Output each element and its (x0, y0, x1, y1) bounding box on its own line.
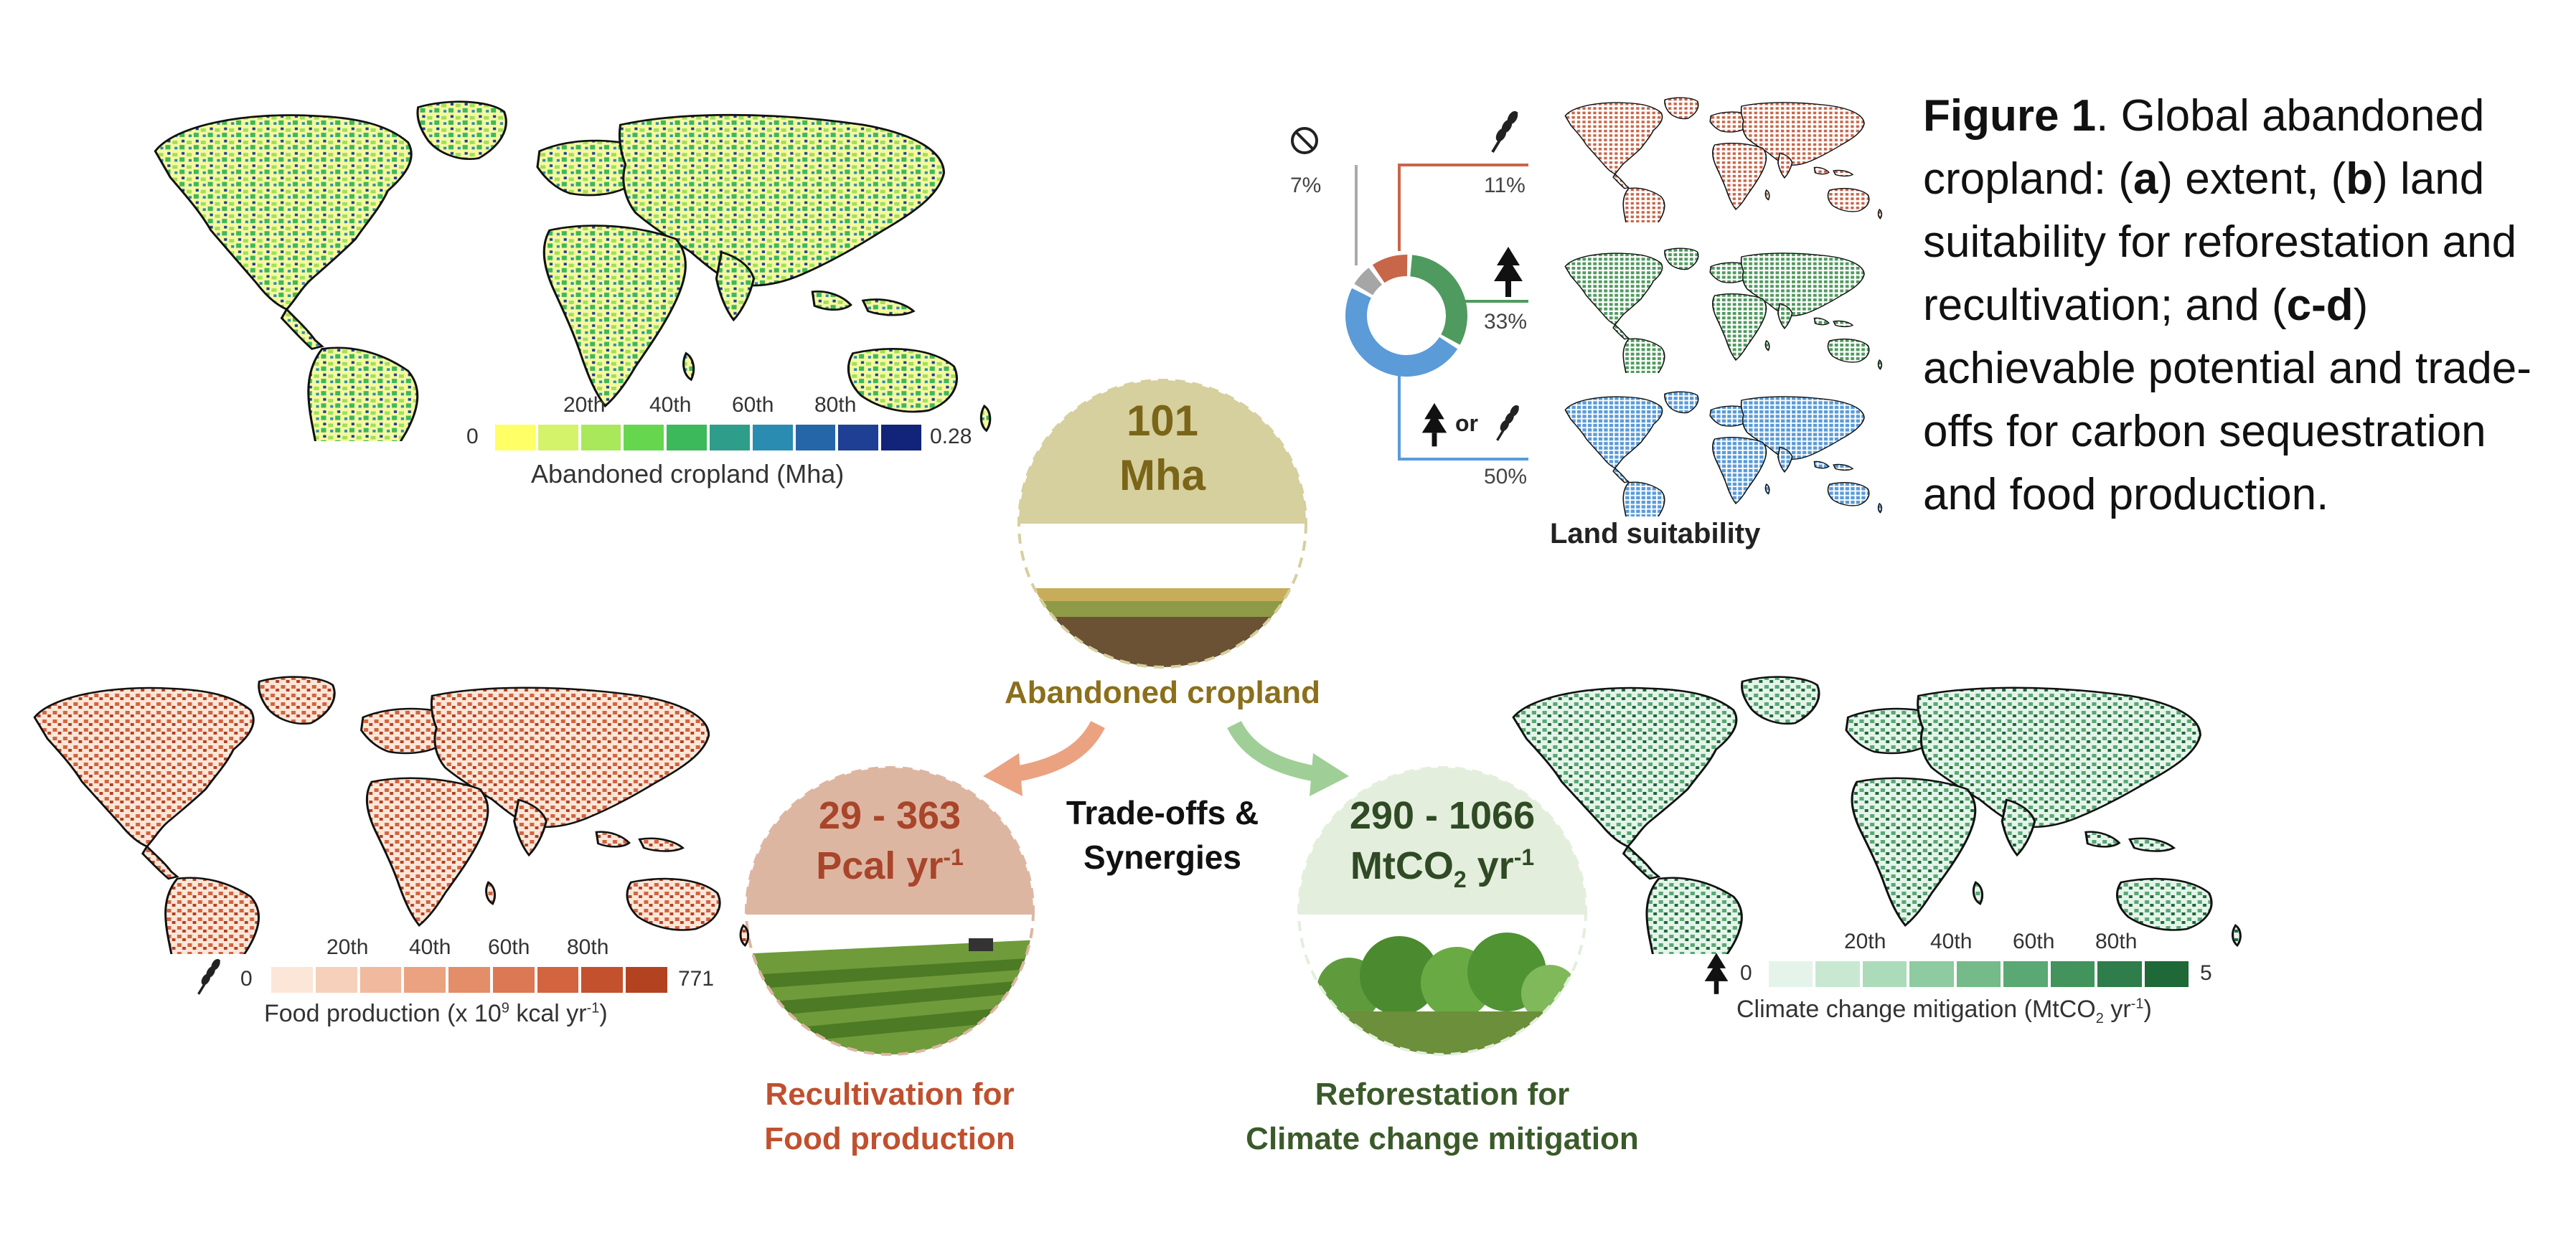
food-swatch-8 (626, 967, 668, 993)
food-tick-20: 20th (326, 935, 369, 959)
carbon-color-ramp (1769, 961, 2189, 987)
panel-a-swatch-5 (709, 425, 750, 450)
center-value-line1: 101 (1126, 397, 1199, 445)
center-value-line2: Mha (1119, 451, 1205, 499)
panel-a-swatch-2 (580, 425, 621, 450)
food-color-ramp (271, 967, 668, 993)
food-swatch-3 (404, 967, 446, 993)
carbon-tick-80: 80th (2095, 930, 2138, 953)
tradeoffs-line1: Trade-offs & (1066, 794, 1259, 831)
no-entry-icon (1291, 127, 1318, 154)
panel-a-swatch-3 (624, 425, 664, 450)
food-title-line1: Recultivation for (765, 1077, 1015, 1112)
carbon-value-line2: MtCO2 yr-1 (1350, 844, 1535, 892)
carbon-swatch-4 (1956, 961, 2001, 987)
carbon-swatch-5 (2003, 961, 2048, 987)
map-suitability-food (1550, 93, 1887, 222)
food-swatch-1 (315, 967, 357, 993)
arrow-to-carbon (1227, 720, 1349, 796)
map-climate-mitigation (1478, 667, 2253, 954)
panel-a-tick-20: 20th (563, 393, 606, 417)
panel-a-swatch-4 (667, 425, 707, 450)
suitability-connectors (1355, 164, 1528, 461)
tree-icon (1494, 247, 1523, 297)
donut-slice-food (1372, 255, 1408, 283)
land-suitability-title: Land suitability (1550, 518, 1761, 549)
carbon-legend-title: Climate change mitigation (MtCO2 yr-1) (1736, 996, 2152, 1026)
carbon-swatch-8 (2144, 961, 2189, 987)
food-swatch-5 (492, 967, 535, 993)
none-percent: 7% (1290, 174, 1322, 197)
food-percent: 11% (1484, 174, 1526, 197)
food-legend-title: Food production (x 109 kcal yr-1) (264, 1000, 608, 1027)
panel-a-legend-max: 0.28 (930, 425, 972, 448)
food-swatch-2 (359, 967, 402, 993)
wheat-icon-food-legend (197, 958, 221, 995)
food-tick-40: 40th (409, 935, 451, 959)
map-abandoned-cropland (115, 90, 1005, 441)
carbon-title-line2: Climate change mitigation (1246, 1121, 1639, 1156)
donut-slice-either (1345, 288, 1458, 377)
food-legend-max: 771 (678, 967, 715, 991)
carbon-swatch-7 (2097, 961, 2142, 987)
map-suitability-forest (1550, 244, 1887, 373)
donut-slice-none (1354, 268, 1383, 296)
food-legend-min: 0 (240, 967, 253, 991)
carbon-tick-40: 40th (1930, 930, 1973, 953)
panel-a-swatch-9 (881, 425, 921, 450)
food-swatch-4 (448, 967, 490, 993)
carbon-title-line1: Reforestation for (1315, 1077, 1570, 1112)
food-circle (745, 766, 1035, 1056)
wheat-icon-either (1496, 405, 1520, 441)
panel-a-swatch-6 (752, 425, 793, 450)
center-circle (1017, 379, 1307, 669)
suitability-donut (1345, 255, 1467, 377)
figure-caption: Figure 1. Global abandoned cropland: (a)… (1923, 91, 2532, 519)
carbon-legend-min: 0 (1740, 961, 1752, 985)
carbon-swatch-3 (1909, 961, 1954, 987)
panel-a-swatch-0 (495, 425, 535, 450)
panel-a-tick-40: 40th (649, 393, 692, 417)
food-title-line2: Food production (764, 1121, 1015, 1156)
panel-a-tick-80: 80th (814, 393, 857, 417)
wheat-icon (1491, 110, 1518, 154)
tradeoffs-line2: Synergies (1083, 839, 1241, 876)
tree-icon-either (1421, 402, 1447, 447)
carbon-tick-20: 20th (1844, 930, 1886, 953)
food-swatch-7 (581, 967, 624, 993)
panel-a-swatch-8 (838, 425, 879, 450)
forest-percent: 33% (1484, 310, 1528, 334)
map-food-production (0, 667, 761, 954)
carbon-tick-60: 60th (2013, 930, 2055, 953)
panel-a-tick-60: 60th (732, 393, 774, 417)
panel-a-swatch-7 (795, 425, 836, 450)
carbon-legend-max: 5 (2200, 961, 2212, 985)
food-value-line2: Pcal yr-1 (816, 844, 964, 887)
carbon-circle (1297, 766, 1587, 1056)
donut-slice-forest (1409, 255, 1467, 345)
carbon-swatch-2 (1862, 961, 1907, 987)
panel-a-legend-title: Abandoned cropland (Mha) (531, 459, 845, 489)
either-percent: 50% (1484, 465, 1528, 489)
center-label: Abandoned cropland (1005, 675, 1320, 710)
panel-a-legend-min: 0 (466, 425, 479, 448)
carbon-value-line1: 290 - 1066 (1349, 794, 1536, 837)
carbon-swatch-0 (1769, 961, 1813, 987)
tree-icon-carbon-legend (1704, 953, 1729, 994)
food-swatch-0 (271, 967, 313, 993)
food-tick-60: 60th (488, 935, 530, 959)
panel-a-color-ramp (495, 425, 921, 450)
panel-a-swatch-1 (537, 425, 578, 450)
food-tick-80: 80th (567, 935, 609, 959)
or-label: or (1455, 410, 1478, 436)
map-suitability-either (1550, 387, 1887, 516)
food-value-line1: 29 - 363 (818, 794, 962, 837)
food-swatch-6 (537, 967, 579, 993)
carbon-swatch-6 (2050, 961, 2095, 987)
carbon-swatch-1 (1815, 961, 1860, 987)
arrow-to-food (983, 720, 1105, 796)
